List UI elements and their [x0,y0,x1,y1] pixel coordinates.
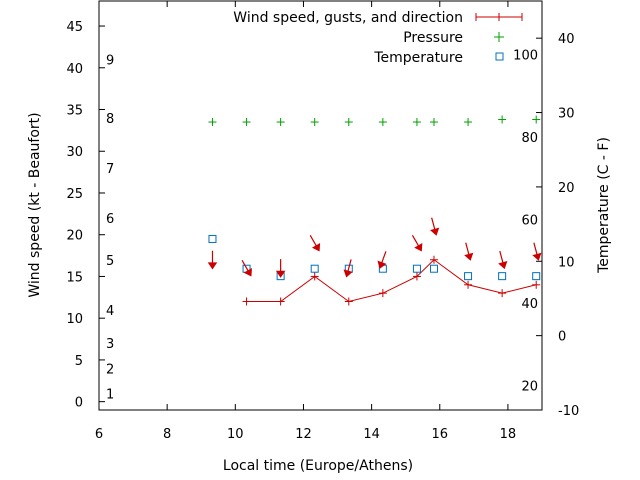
wind-arrow [207,250,218,270]
temperature-point [208,234,217,243]
legend-pressure-label: Pressure [403,30,463,46]
x-tick-label: 6 [95,427,103,442]
y2-tick-label: 20 [558,181,575,196]
wind-direction-arrows [207,217,542,278]
wind-point [412,272,421,281]
wind-arrow [343,259,353,278]
fahrenheit-label: 60 [521,214,538,229]
pressure-series [208,115,541,127]
y2-tick-label: 40 [558,32,575,47]
wind-point [532,280,541,289]
beaufort-label: 5 [106,254,114,269]
y2-tick-label: 10 [558,255,575,270]
beaufort-label: 2 [106,362,114,377]
y-tick-label: 25 [66,187,83,202]
beaufort-label: 4 [106,304,114,319]
y-tick-label: 35 [66,104,83,119]
y2-tick-label: -10 [558,404,579,419]
beaufort-label: 7 [106,162,114,177]
wind-point [344,297,353,306]
wind-point [429,255,438,264]
y-tick-label: 20 [66,229,83,244]
x-tick-label: 12 [295,427,312,442]
wind-arrow [309,234,321,252]
wind-arrow [275,259,286,278]
wind-point [498,289,507,298]
y-tick-label: 40 [66,62,83,77]
pressure-point [412,118,421,127]
x-tick-label: 18 [500,427,517,442]
beaufort-scale: 1 2 3 4 5 6 7 8 9 [106,53,114,402]
wind-point [276,297,285,306]
x-tick-label: 8 [163,427,171,442]
beaufort-label: 1 [106,387,114,402]
pressure-point [344,118,353,127]
pressure-point [498,115,507,124]
beaufort-label: 8 [106,112,114,127]
x-tick-label: 14 [363,427,380,442]
pressure-point [378,118,387,127]
wind-point [310,272,319,281]
plot-frame [98,0,543,411]
wind-speed-series [242,255,541,306]
temperature-point [464,272,473,281]
y2-axis-label: Temperature (C - F) [596,137,612,274]
wind-arrow [464,242,474,261]
pressure-point [276,118,285,127]
temperature-point [310,264,319,273]
temperature-point [498,272,507,281]
y2-axis: -10 0 10 20 30 40 [536,32,579,419]
legend-wind-label: Wind speed, gusts, and direction [233,10,463,26]
y-tick-label: 5 [75,354,83,369]
fahrenheit-label: 100 [513,49,538,64]
wind-point [464,280,473,289]
temperature-point [429,264,438,273]
y2-tick-label: 30 [558,107,575,122]
pressure-point [242,118,251,127]
wind-arrow [430,217,440,236]
x-tick-label: 10 [227,427,244,442]
beaufort-label: 6 [106,212,114,227]
legend-temperature-label: Temperature [373,50,463,66]
y-tick-label: 30 [66,145,83,160]
x-tick-label: 16 [431,427,448,442]
fahrenheit-label: 20 [521,379,538,394]
y-tick-label: 15 [66,270,83,285]
temperature-series [208,234,541,281]
y-axis: 0 5 10 15 20 25 30 35 40 45 [66,20,105,411]
x-axis: 6 8 10 12 14 16 18 [95,1,516,442]
wind-arrow [411,234,423,252]
y-tick-label: 45 [66,20,83,35]
pressure-point [532,115,541,124]
pressure-point [208,118,217,127]
pressure-point [464,118,473,127]
legend-temperature-swatch [495,52,504,61]
wind-arrow [377,251,387,269]
legend: Wind speed, gusts, and direction Pressur… [233,10,523,66]
pressure-point [310,118,319,127]
legend-pressure-swatch [494,32,504,42]
temperature-point [532,272,541,281]
wind-point [378,289,387,298]
wind-arrow [498,250,508,270]
fahrenheit-label: 40 [521,297,538,312]
wind-speed-line [246,259,537,303]
fahrenheit-scale: 20 40 60 80 100 [513,49,538,395]
y-tick-label: 0 [75,396,83,411]
pressure-point [429,118,438,127]
wind-arrow [241,260,252,277]
wind-point [242,297,251,306]
beaufort-label: 9 [106,53,114,68]
temperature-point [412,264,421,273]
y-axis-label: Wind speed (kt - Beaufort) [27,112,43,297]
y-tick-label: 10 [66,312,83,327]
legend-wind-swatch [475,13,523,21]
y2-tick-label: 0 [558,330,566,345]
wind-arrow [532,242,542,261]
x-axis-label: Local time (Europe/Athens) [223,458,413,474]
fahrenheit-label: 80 [521,131,538,146]
beaufort-label: 3 [106,337,114,352]
